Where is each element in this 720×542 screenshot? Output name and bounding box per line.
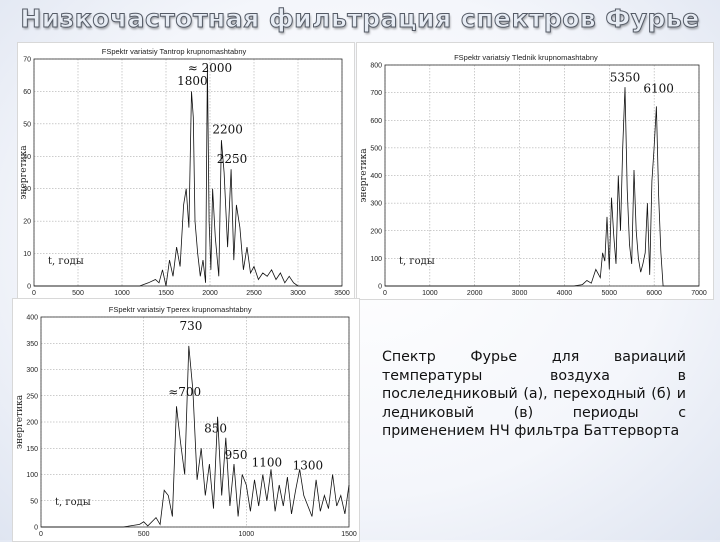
y-axis-label: энергетика [19,145,29,200]
y-tick-label: 100 [370,256,382,263]
y-tick-label: 300 [370,201,382,208]
peak-annotation: ≈ 2000 [188,61,232,75]
y-tick-label: 600 [370,118,382,125]
peak-annotation: 730 [179,319,202,333]
x-tick-label: 6000 [646,290,662,297]
x-tick-label: 0 [39,531,43,538]
x-tick-label: 5000 [601,290,617,297]
y-tick-label: 400 [26,315,38,322]
x-tick-label: 1000 [114,290,130,297]
y-tick-label: 20 [23,219,31,226]
y-tick-label: 0 [34,525,38,532]
spectrum-chart-c: FSpektr variatsiy Tperex krupnomashtabny… [15,305,357,538]
peak-annotation: 6100 [643,82,674,96]
y-tick-label: 200 [370,228,382,235]
y-tick-label: 50 [23,121,31,128]
series-line [385,87,699,287]
y-tick-label: 400 [370,173,382,180]
x-tick-label: 1000 [239,531,255,538]
peak-annotation: 950 [225,448,248,462]
chart-title: FSpektr variatsiy Tantrop krupnomashtabn… [102,47,247,56]
peak-annotation: 1100 [252,456,283,470]
peak-annotation: ≈700 [168,385,201,399]
plot-frame [40,316,350,528]
y-tick-label: 50 [30,498,38,505]
y-tick-label: 70 [23,57,31,64]
y-tick-label: 350 [26,341,38,348]
y-tick-label: 150 [26,446,38,453]
peak-annotation: 850 [204,422,227,436]
y-tick-label: 0 [378,284,382,291]
x-tick-label: 4000 [557,290,573,297]
x-tick-label: 0 [32,290,36,297]
x-tick-label: 1500 [341,531,357,538]
y-tick-label: 60 [23,89,31,96]
peak-annotation: 2200 [212,123,243,137]
x-axis-label: t, годы [399,256,435,267]
x-tick-label: 1500 [158,290,174,297]
chart-panel-b: FSpektr variatsiy Tlednik krupnomashtabn… [356,42,714,300]
x-axis-label: t, годы [48,256,84,267]
peak-annotation: 2250 [217,152,248,166]
y-tick-label: 500 [370,145,382,152]
peak-annotation: 1800 [177,74,208,88]
spectrum-chart-a: FSpektr variatsiy Tantrop krupnomashtabn… [19,47,350,297]
y-tick-label: 0 [27,284,31,291]
peak-annotation: 5350 [610,71,641,85]
y-tick-label: 40 [23,154,31,161]
caption-text: Спектр Фурье для вариаций температуры во… [382,349,686,439]
x-tick-label: 7000 [691,290,707,297]
x-tick-label: 2500 [246,290,262,297]
y-tick-label: 700 [370,90,382,97]
x-tick-label: 3000 [290,290,306,297]
y-tick-label: 200 [26,420,38,427]
plot-frame [33,58,343,287]
x-tick-label: 2000 [202,290,218,297]
series-line [34,65,342,287]
peak-annotation: 1300 [293,458,324,472]
series-line [41,345,350,528]
x-tick-label: 500 [72,290,84,297]
x-tick-label: 0 [383,290,387,297]
chart-title: FSpektr variatsiy Tlednik krupnomashtabn… [454,53,598,62]
y-axis-label: энергетика [359,148,369,203]
spectrum-chart-b: FSpektr variatsiy Tlednik krupnomashtabn… [359,53,707,297]
y-tick-label: 800 [370,63,382,70]
chart-panel-a: FSpektr variatsiy Tantrop krupnomashtabn… [17,42,355,300]
x-tick-label: 1000 [422,290,438,297]
y-tick-label: 300 [26,367,38,374]
y-tick-label: 250 [26,393,38,400]
x-axis-label: t, годы [55,497,91,508]
chart-panel-c: FSpektr variatsiy Tperex krupnomashtabny… [12,298,360,542]
y-tick-label: 100 [26,472,38,479]
y-tick-label: 30 [23,186,31,193]
y-tick-label: 10 [23,251,31,258]
y-axis-label: энергетика [15,394,25,449]
chart-title: FSpektr variatsiy Tperex krupnomashtabny [109,305,252,314]
x-tick-label: 500 [138,531,150,538]
x-tick-label: 3000 [512,290,528,297]
x-tick-label: 3500 [334,290,350,297]
slide-title: Низкочастотная фильтрация спектров Фурье [20,4,700,34]
x-tick-label: 2000 [467,290,483,297]
